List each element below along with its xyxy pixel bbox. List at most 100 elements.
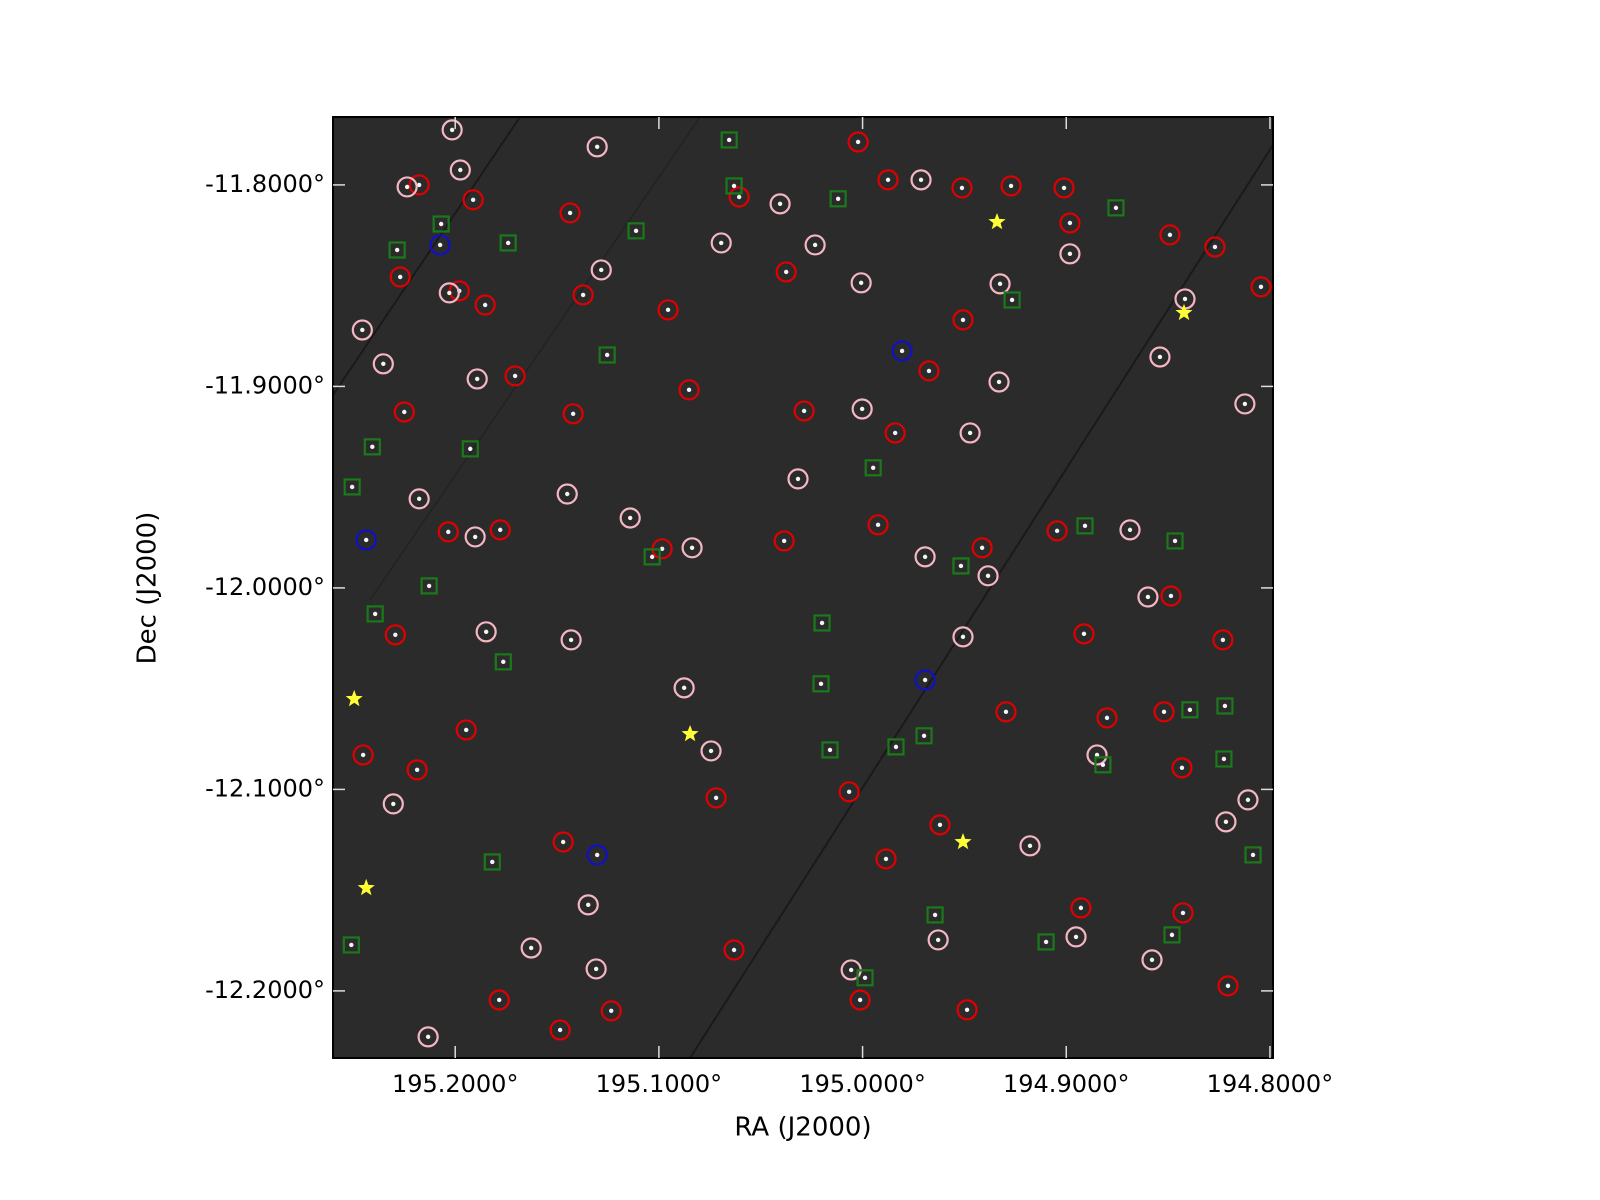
source-square (864, 459, 882, 477)
source-circle (927, 929, 949, 951)
star-dot (370, 444, 375, 450)
source-circle (549, 1019, 571, 1041)
image-artifact (333, 117, 521, 396)
star-dot (1225, 983, 1231, 989)
star-dot (1168, 593, 1174, 599)
source-circle (977, 565, 999, 587)
star-dot (893, 744, 899, 750)
star-dot (870, 465, 876, 471)
source-circle (586, 844, 608, 866)
star-dot (686, 387, 692, 393)
star-dot (1027, 843, 1033, 849)
star-dot (1149, 957, 1155, 963)
source-circle (1073, 623, 1095, 645)
star-dot (393, 632, 398, 638)
source-square (363, 438, 381, 456)
source-circle (1137, 586, 1159, 608)
source-circle (474, 294, 496, 316)
source-circle (867, 514, 889, 536)
star-dot (364, 537, 369, 543)
source-square (812, 675, 830, 693)
star-dot (719, 240, 724, 246)
star-dot (960, 634, 966, 640)
star-dot (859, 406, 865, 412)
star-dot (1067, 251, 1073, 257)
star-dot (594, 144, 600, 150)
source-circle (600, 1000, 622, 1022)
star-dot (599, 267, 604, 273)
source-circle (1171, 757, 1193, 779)
source-star (357, 878, 375, 896)
source-circle (884, 422, 906, 444)
star-dot (627, 515, 633, 521)
source-circle (952, 309, 974, 331)
source-square (856, 969, 874, 987)
source-circle (585, 958, 607, 980)
source-circle (1212, 629, 1234, 651)
source-circle (1086, 744, 1108, 766)
source-circle (466, 368, 488, 390)
star-dot (1179, 765, 1185, 771)
star-dot (497, 997, 502, 1003)
source-circle (475, 621, 497, 643)
source-circle (556, 483, 578, 505)
star-dot (665, 307, 671, 313)
source-circle (351, 319, 373, 341)
source-square (627, 222, 645, 240)
source-circle (775, 261, 797, 283)
source-circle (723, 939, 745, 961)
star-dot (1222, 703, 1228, 709)
star-dot (349, 484, 355, 490)
star-dot (593, 966, 599, 972)
source-circle (1153, 701, 1175, 723)
star-dot (926, 368, 932, 374)
star-dot (1169, 932, 1175, 938)
source-square (388, 241, 406, 259)
star-dot (475, 376, 480, 382)
source-square (366, 605, 384, 623)
image-artifact (369, 117, 701, 601)
star-dot (932, 912, 938, 918)
source-circle (1059, 212, 1081, 234)
star-dot (812, 242, 818, 248)
star-dot (1157, 354, 1163, 360)
source-star (681, 725, 699, 742)
source-square (499, 234, 517, 252)
star-dot (505, 240, 511, 246)
y-tick-label: -11.8000° (205, 170, 325, 198)
source-circle (1059, 243, 1081, 265)
source-circle (352, 744, 374, 766)
source-circle (1141, 949, 1163, 971)
source-circle (1070, 897, 1092, 919)
source-square (643, 548, 661, 566)
star-dot (482, 302, 488, 308)
source-circle (681, 537, 703, 559)
source-circle (455, 719, 477, 741)
source-circle (1172, 902, 1194, 924)
star-dot (892, 430, 898, 436)
source-square (1181, 701, 1199, 719)
y-tick-label: -11.9000° (205, 371, 325, 399)
source-circle (710, 232, 732, 254)
star-dot (470, 197, 476, 203)
source-circle (769, 193, 791, 215)
star-dot (875, 522, 881, 528)
star-dot (818, 681, 824, 687)
star-dot (1250, 852, 1256, 858)
source-circle (875, 848, 897, 870)
source-circle (408, 174, 430, 196)
plot-area (333, 117, 1273, 1058)
star-dot (360, 327, 365, 333)
star-dot (726, 137, 732, 143)
star-dot (437, 242, 443, 248)
source-circle (910, 169, 932, 191)
source-circle (1160, 585, 1182, 607)
star-dot (360, 752, 366, 758)
source-circle (406, 759, 428, 781)
star-dot (1145, 594, 1151, 600)
y-tick-label: -12.0000° (205, 573, 325, 601)
star-dot (498, 527, 503, 533)
star-dot (997, 281, 1003, 287)
source-circle (847, 131, 869, 153)
source-circle (971, 537, 993, 559)
